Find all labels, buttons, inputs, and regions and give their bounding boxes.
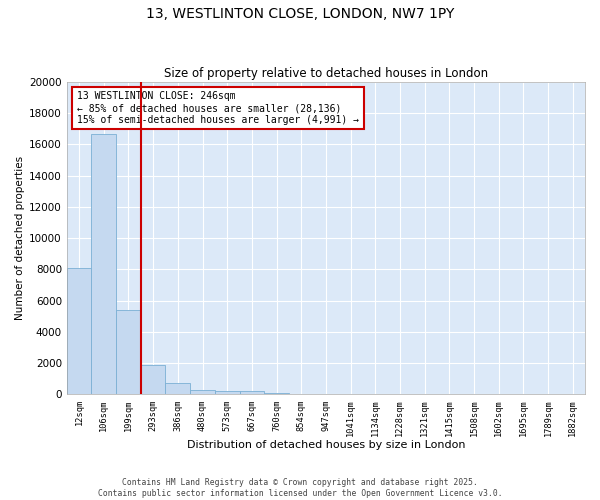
Bar: [264, 392, 289, 394]
X-axis label: Distribution of detached houses by size in London: Distribution of detached houses by size …: [187, 440, 465, 450]
Bar: [141, 364, 166, 394]
Bar: [239, 391, 264, 394]
Bar: [67, 268, 91, 394]
Bar: [215, 391, 239, 394]
Y-axis label: Number of detached properties: Number of detached properties: [15, 156, 25, 320]
Bar: [190, 390, 215, 394]
Text: 13 WESTLINTON CLOSE: 246sqm
← 85% of detached houses are smaller (28,136)
15% of: 13 WESTLINTON CLOSE: 246sqm ← 85% of det…: [77, 92, 359, 124]
Text: Contains HM Land Registry data © Crown copyright and database right 2025.
Contai: Contains HM Land Registry data © Crown c…: [98, 478, 502, 498]
Bar: [116, 310, 141, 394]
Bar: [166, 384, 190, 394]
Bar: [91, 134, 116, 394]
Text: 13, WESTLINTON CLOSE, LONDON, NW7 1PY: 13, WESTLINTON CLOSE, LONDON, NW7 1PY: [146, 8, 454, 22]
Title: Size of property relative to detached houses in London: Size of property relative to detached ho…: [164, 66, 488, 80]
